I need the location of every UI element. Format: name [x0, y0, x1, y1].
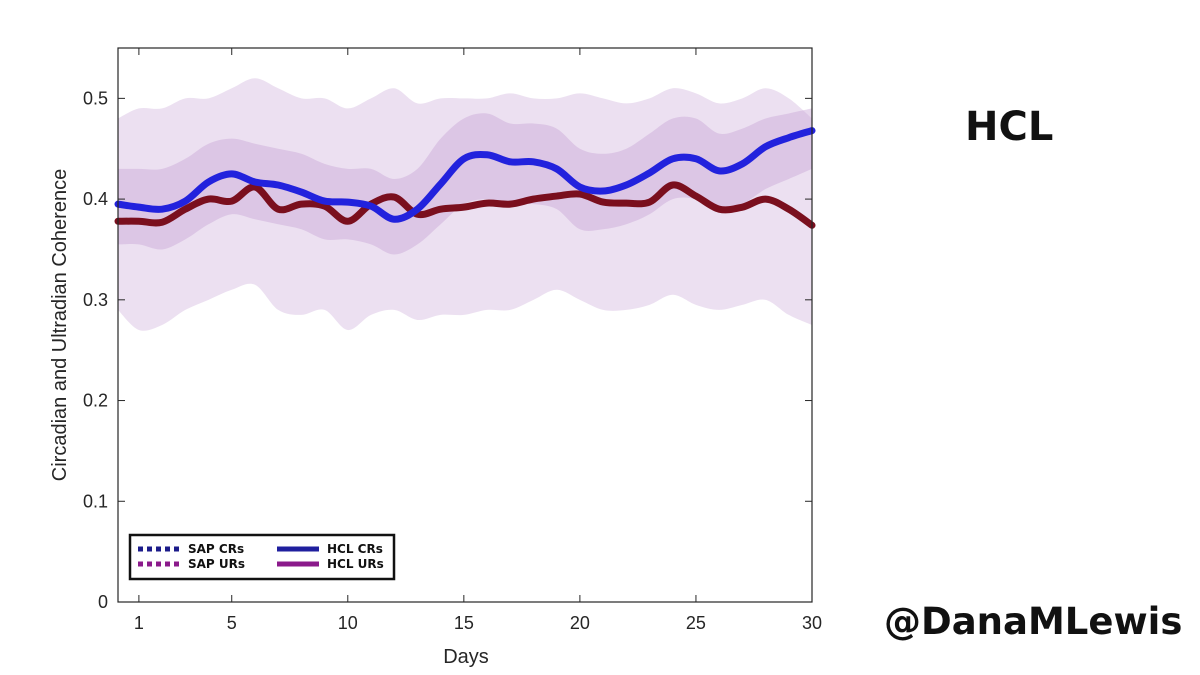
x-axis-title: Days [443, 646, 489, 668]
x-tick-label: 5 [227, 613, 237, 633]
series-lines [114, 127, 816, 229]
x-tick-label: 30 [802, 613, 822, 633]
y-tick-label: 0.5 [83, 88, 108, 108]
legend-label-hcl-crs: HCL CRs [327, 542, 383, 556]
y-tick-label: 0.2 [83, 391, 108, 411]
condition-label: HCL [965, 104, 1054, 150]
line-hcl-urs [114, 181, 816, 229]
line-hcl-crs [114, 127, 816, 223]
plot-area [118, 48, 812, 602]
x-tick-label: 10 [338, 613, 358, 633]
x-tick-label: 1 [134, 613, 144, 633]
x-tick-label: 15 [454, 613, 474, 633]
x-tick-label: 25 [686, 613, 706, 633]
legend-label-sap-urs: SAP URs [188, 557, 245, 571]
x-tick-label: 20 [570, 613, 590, 633]
y-tick-label: 0.3 [83, 290, 108, 310]
legend-label-sap-crs: SAP CRs [188, 542, 244, 556]
legend-box [128, 533, 396, 581]
plot-frame [117, 47, 813, 603]
y-tick-label: 0.1 [83, 491, 108, 511]
author-handle: @DanaMLewis [884, 600, 1183, 643]
legend-label-hcl-urs: HCL URs [327, 557, 384, 571]
y-tick-label: 0.4 [83, 189, 108, 209]
y-tick-label: 0 [98, 592, 108, 612]
band-hcl-crs [118, 108, 812, 255]
y-axis-title: Circadian and Ultradian Coherence [49, 169, 71, 481]
